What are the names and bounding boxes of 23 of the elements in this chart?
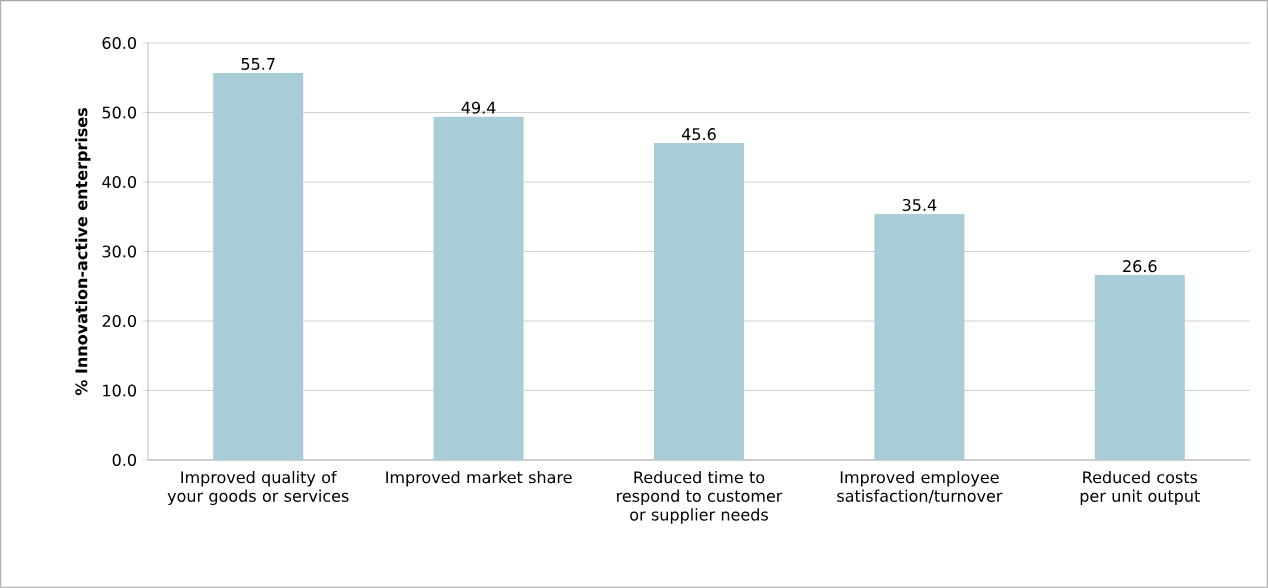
- y-tick-label: 50.0: [102, 106, 137, 119]
- bar: [654, 143, 744, 460]
- x-tick-label: Reduced costs per unit output: [1080, 470, 1200, 506]
- data-label: 26.6: [1123, 260, 1157, 273]
- bar: [213, 72, 304, 460]
- y-axis-title: % Innovation-active enterprises: [75, 108, 91, 396]
- data-label: 55.7: [241, 58, 275, 70]
- x-tick-label: Improved quality of your goods or services: [167, 470, 349, 506]
- x-tick-label: Improved employee satisfaction/turnover: [837, 470, 1003, 504]
- y-tick-label: 30.0: [102, 245, 137, 258]
- data-label: 45.6: [681, 128, 716, 141]
- bar: [1094, 275, 1185, 460]
- y-tick-label: 10.0: [103, 384, 137, 397]
- bar: [433, 116, 524, 460]
- y-tick-label: 40.0: [102, 175, 137, 189]
- bar: [874, 213, 965, 460]
- y-tick-label: 60.0: [102, 36, 137, 50]
- x-tick-label: Reduced time to respond to customer or supplier needs: [617, 470, 783, 524]
- y-tick-label: 20.0: [102, 314, 137, 328]
- y-tick-label: 0.0: [112, 453, 137, 467]
- data-label: 35.4: [902, 198, 937, 212]
- data-label: 49.4: [461, 101, 496, 114]
- x-tick-label: Improved market share: [386, 470, 572, 487]
